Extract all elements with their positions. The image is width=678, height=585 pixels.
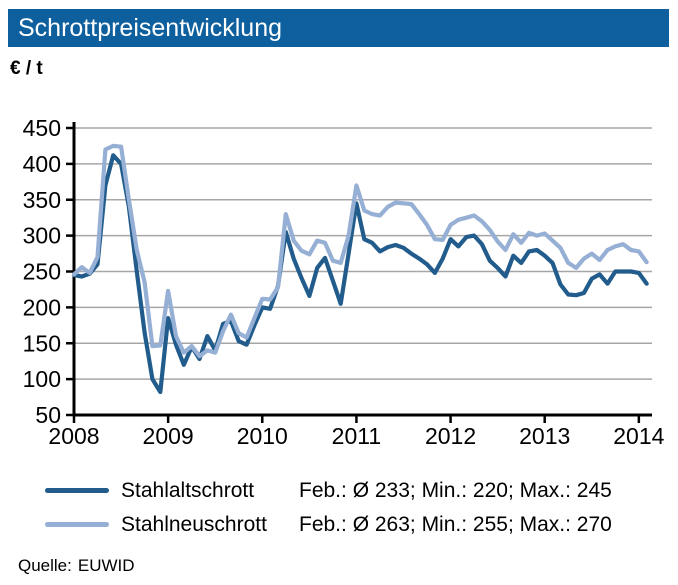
stahlneuschrott-line-swatch bbox=[45, 522, 109, 527]
y-axis-unit-label: € / t bbox=[10, 58, 43, 79]
x-axis-tick-label: 2012 bbox=[425, 423, 476, 449]
x-axis-tick-label: 2011 bbox=[332, 423, 381, 449]
stahlaltschrott-line-swatch bbox=[45, 488, 109, 493]
series-line-stahlaltschrott bbox=[71, 153, 649, 395]
legend-item-stahlaltschrott: Stahlaltschrott Feb.: Ø 233; Min.: 220; … bbox=[0, 477, 678, 504]
y-axis-tick-label: 350 bbox=[23, 187, 61, 213]
legend-item-stahlneuschrott: Stahlneuschrott Feb.: Ø 263; Min.: 255; … bbox=[0, 511, 678, 538]
legend-label-stahlaltschrott: Stahlaltschrott bbox=[121, 478, 255, 502]
x-axis-tick-label: 2013 bbox=[519, 423, 570, 449]
source-label: Quelle: bbox=[18, 556, 72, 575]
title-bar: Schrottpreisentwicklung bbox=[8, 9, 669, 47]
legend-label-stahlneuschrott: Stahlneuschrott bbox=[121, 512, 267, 536]
y-axis-tick-label: 100 bbox=[23, 366, 61, 392]
y-axis-tick-label: 450 bbox=[23, 115, 61, 141]
x-axis-tick-label: 2010 bbox=[237, 423, 288, 449]
source-note: Quelle: EUWID bbox=[18, 556, 135, 576]
y-axis-tick-label: 250 bbox=[23, 259, 61, 285]
page-title: Schrottpreisentwicklung bbox=[18, 13, 283, 42]
source-value: EUWID bbox=[77, 556, 135, 575]
legend-stats-stahlneuschrott: Feb.: Ø 263; Min.: 255; Max.: 270 bbox=[299, 512, 612, 536]
y-axis-tick-label: 150 bbox=[23, 330, 61, 356]
x-axis-tick-label: 2009 bbox=[143, 423, 194, 449]
legend: Stahlaltschrott Feb.: Ø 233; Min.: 220; … bbox=[0, 477, 678, 545]
x-axis-tick-label: 2008 bbox=[48, 423, 99, 449]
y-axis-tick-label: 300 bbox=[23, 223, 61, 249]
x-axis-tick-label: 2014 bbox=[613, 423, 664, 449]
series-line-stahlneuschrott bbox=[71, 143, 649, 359]
y-axis-tick-label: 200 bbox=[23, 294, 61, 320]
legend-stats-stahlaltschrott: Feb.: Ø 233; Min.: 220; Max.: 245 bbox=[299, 478, 612, 502]
y-axis-tick-label: 50 bbox=[35, 402, 61, 428]
y-axis-tick-label: 400 bbox=[23, 151, 61, 177]
